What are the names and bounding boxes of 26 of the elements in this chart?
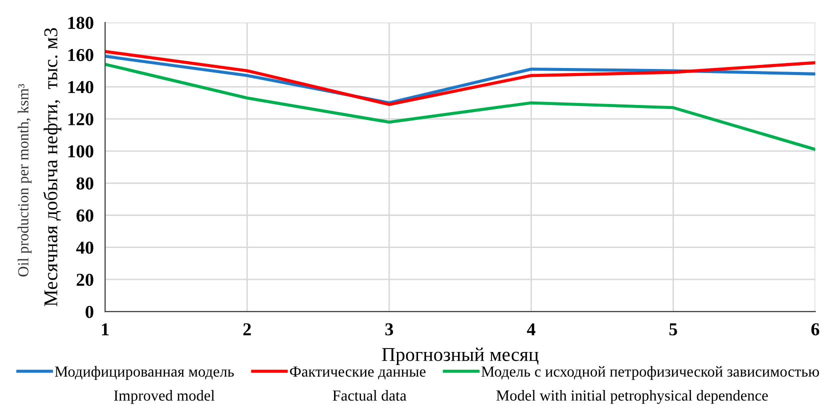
x-tick-label: 2 — [243, 323, 251, 336]
y-axis-title: Месячная добыча нефти, тыс. м3 — [43, 28, 62, 306]
line-series — [105, 62, 816, 151]
y-tick-label: 120 — [68, 113, 94, 126]
legend-label: Модель с исходной петрофизической зависимостью — [481, 366, 819, 380]
legend-label: Фактические данные — [290, 366, 426, 380]
text: Improved model — [114, 390, 215, 404]
y-tick-label: 20 — [76, 274, 94, 286]
y-tick-label: 0 — [86, 306, 94, 318]
x-tick-label: 4 — [526, 323, 536, 336]
x-tick-label: 5 — [669, 323, 678, 336]
text: Oil production per month, ksm³ — [18, 84, 32, 276]
text: Model with initial petrophysical dependence — [496, 390, 768, 404]
y-tick-label: 40 — [76, 242, 94, 254]
y-tick-label: 180 — [68, 16, 94, 29]
x-tick-label: 1 — [102, 323, 109, 336]
y-tick-label: 60 — [76, 210, 94, 222]
y-tick-label: 80 — [76, 177, 94, 190]
y-tick-label: 100 — [68, 145, 94, 158]
y-tick-label: 160 — [68, 48, 94, 62]
x-axis-title: Прогнозный месяц — [382, 348, 538, 366]
text: Factual data — [332, 390, 406, 401]
x-tick-label: 3 — [385, 323, 394, 336]
legend-label: Модифицированная модель — [54, 366, 234, 380]
y-tick-label: 140 — [68, 81, 94, 94]
x-tick-label: 6 — [811, 323, 820, 336]
